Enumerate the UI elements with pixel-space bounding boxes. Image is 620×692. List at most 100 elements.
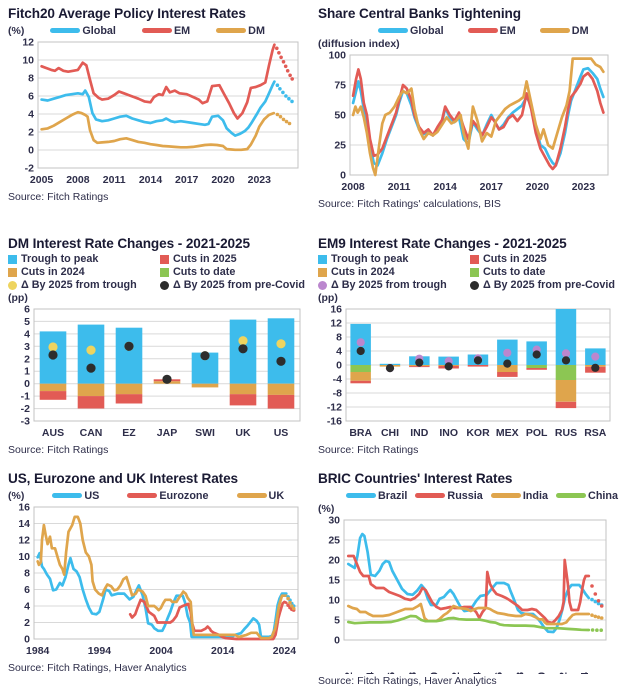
segment-cuts_to_date bbox=[555, 365, 577, 380]
legend-item: EM bbox=[141, 24, 191, 37]
bar-can bbox=[77, 324, 105, 409]
svg-text:2014: 2014 bbox=[472, 672, 484, 674]
line-swatch-icon bbox=[127, 493, 158, 498]
legend-label: EM bbox=[173, 24, 191, 37]
svg-text:CAN: CAN bbox=[80, 427, 103, 439]
legend-item: Cuts in 2025 bbox=[470, 253, 616, 266]
svg-text:2: 2 bbox=[28, 127, 34, 139]
svg-text:INO: INO bbox=[439, 427, 458, 439]
delta-dot-from_precovid bbox=[162, 374, 172, 384]
svg-text:2023: 2023 bbox=[572, 181, 596, 193]
legend-label: Cuts in 2024 bbox=[21, 266, 85, 278]
svg-text:1984: 1984 bbox=[26, 645, 50, 657]
forecast-dot-em bbox=[281, 60, 286, 64]
segment-cuts_2024 bbox=[191, 383, 219, 388]
series-line-dm bbox=[351, 57, 605, 177]
legend-item: DM bbox=[216, 25, 265, 37]
forecast-dot-global bbox=[281, 90, 285, 95]
legend-label: China bbox=[588, 489, 619, 502]
segment-cuts_2025 bbox=[229, 394, 257, 406]
x-axis-labels: 1984 1994 2004 2014 2024 bbox=[26, 645, 296, 657]
svg-text:5: 5 bbox=[334, 615, 340, 627]
chart-plot: 16 12 8 4 0 -4 -8 -12 -16 BRA CHI IND INO KOR MEX POL RU… bbox=[327, 305, 611, 439]
line-swatch-icon bbox=[236, 493, 267, 498]
svg-text:2006: 2006 bbox=[386, 672, 398, 674]
x-axis-labels: 2002 2004 2006 2008 2010 2012 2014 2016 2018 2020… bbox=[343, 672, 591, 674]
dot-swatch-icon bbox=[470, 281, 479, 290]
svg-text:2017: 2017 bbox=[480, 181, 504, 193]
forecast-dot-em bbox=[285, 69, 290, 73]
svg-text:4: 4 bbox=[24, 601, 30, 613]
svg-text:6: 6 bbox=[28, 91, 34, 103]
legend-label: Cuts in 2024 bbox=[331, 266, 395, 278]
svg-text:-8: -8 bbox=[333, 388, 342, 400]
svg-text:-3: -3 bbox=[21, 416, 30, 428]
legend-label: Δ By 2025 from pre-Covid bbox=[483, 279, 615, 291]
x-axis-labels: BRA CHI IND INO KOR MEX POL RUS RSA bbox=[349, 427, 606, 439]
legend-label: EM bbox=[499, 24, 516, 37]
series-line-russia bbox=[346, 554, 591, 625]
forecast-dot-dm bbox=[287, 121, 292, 126]
legend-item: Δ By 2025 from trough bbox=[8, 279, 160, 292]
svg-text:-1: -1 bbox=[21, 391, 30, 403]
bar-ino bbox=[438, 356, 459, 371]
forecast-dot-em bbox=[277, 51, 281, 55]
square-swatch-icon bbox=[8, 255, 17, 264]
source-note: Source: Fitch Ratings' calculations, BIS bbox=[318, 198, 501, 210]
svg-text:2018: 2018 bbox=[515, 672, 527, 674]
chart-panel: DM Interest Rate Changes - 2021-2025 Tro… bbox=[0, 230, 310, 465]
forecast-dot-russia bbox=[593, 592, 598, 596]
chart-panel: EM9 Interest Rate Changes - 2021-2025 Tr… bbox=[310, 230, 620, 465]
forecast-dot-india bbox=[596, 615, 601, 619]
chart-title: BRIC Countries' Interest Rates bbox=[318, 471, 513, 486]
svg-text:8: 8 bbox=[28, 73, 34, 85]
delta-dot-from_precovid bbox=[238, 344, 248, 354]
svg-text:2011: 2011 bbox=[103, 174, 126, 186]
legend-label: DM bbox=[571, 24, 589, 37]
delta-dot-from_precovid bbox=[48, 350, 58, 360]
delta-dot-from_precovid bbox=[200, 351, 210, 361]
axis-unit-label: (%) bbox=[8, 24, 25, 37]
delta-dot-from_trough bbox=[356, 338, 365, 347]
delta-dot-from_precovid bbox=[124, 341, 134, 351]
forecast-dot-dm bbox=[278, 114, 283, 119]
delta-dot-from_trough bbox=[503, 348, 512, 357]
bar-uk bbox=[229, 319, 257, 406]
axis-unit-label: (pp) bbox=[318, 292, 338, 304]
series-line-eurozone bbox=[128, 598, 288, 641]
legend-label: Brazil bbox=[378, 489, 408, 502]
svg-text:30: 30 bbox=[328, 516, 340, 527]
legend-label: Russia bbox=[447, 489, 483, 502]
svg-text:EZ: EZ bbox=[122, 427, 136, 439]
bar-mex bbox=[497, 339, 518, 377]
svg-text:6: 6 bbox=[24, 584, 30, 596]
svg-text:MEX: MEX bbox=[496, 427, 519, 439]
chart-title: DM Interest Rate Changes - 2021-2025 bbox=[8, 236, 250, 251]
svg-text:8: 8 bbox=[24, 568, 30, 580]
svg-text:0: 0 bbox=[28, 145, 34, 157]
svg-text:2020: 2020 bbox=[211, 174, 235, 186]
legend-label: Global bbox=[410, 24, 444, 37]
forecast-dot-dm bbox=[281, 117, 286, 122]
chart-title: Share Central Banks Tightening bbox=[318, 6, 521, 21]
svg-text:12: 12 bbox=[330, 318, 342, 330]
legend-item: Russia bbox=[415, 489, 483, 502]
bar-rus bbox=[555, 309, 577, 409]
delta-dot-from_trough bbox=[48, 342, 58, 352]
bar-bra bbox=[350, 323, 371, 384]
chart-title: EM9 Interest Rate Changes - 2021-2025 bbox=[318, 236, 567, 251]
line-swatch-icon bbox=[216, 28, 247, 33]
segment-cuts_to_date bbox=[526, 365, 547, 368]
series-line-china bbox=[346, 614, 591, 632]
svg-text:2011: 2011 bbox=[388, 181, 411, 193]
forecast-dot-china bbox=[590, 628, 595, 632]
svg-text:RSA: RSA bbox=[584, 427, 607, 439]
legend-item: Δ By 2025 from trough bbox=[318, 279, 470, 292]
bar-pol bbox=[526, 341, 547, 370]
svg-text:1: 1 bbox=[24, 366, 30, 378]
svg-text:CHI: CHI bbox=[381, 427, 399, 439]
forecast-dot-uk bbox=[290, 604, 294, 608]
legend-item: Global bbox=[378, 25, 444, 37]
